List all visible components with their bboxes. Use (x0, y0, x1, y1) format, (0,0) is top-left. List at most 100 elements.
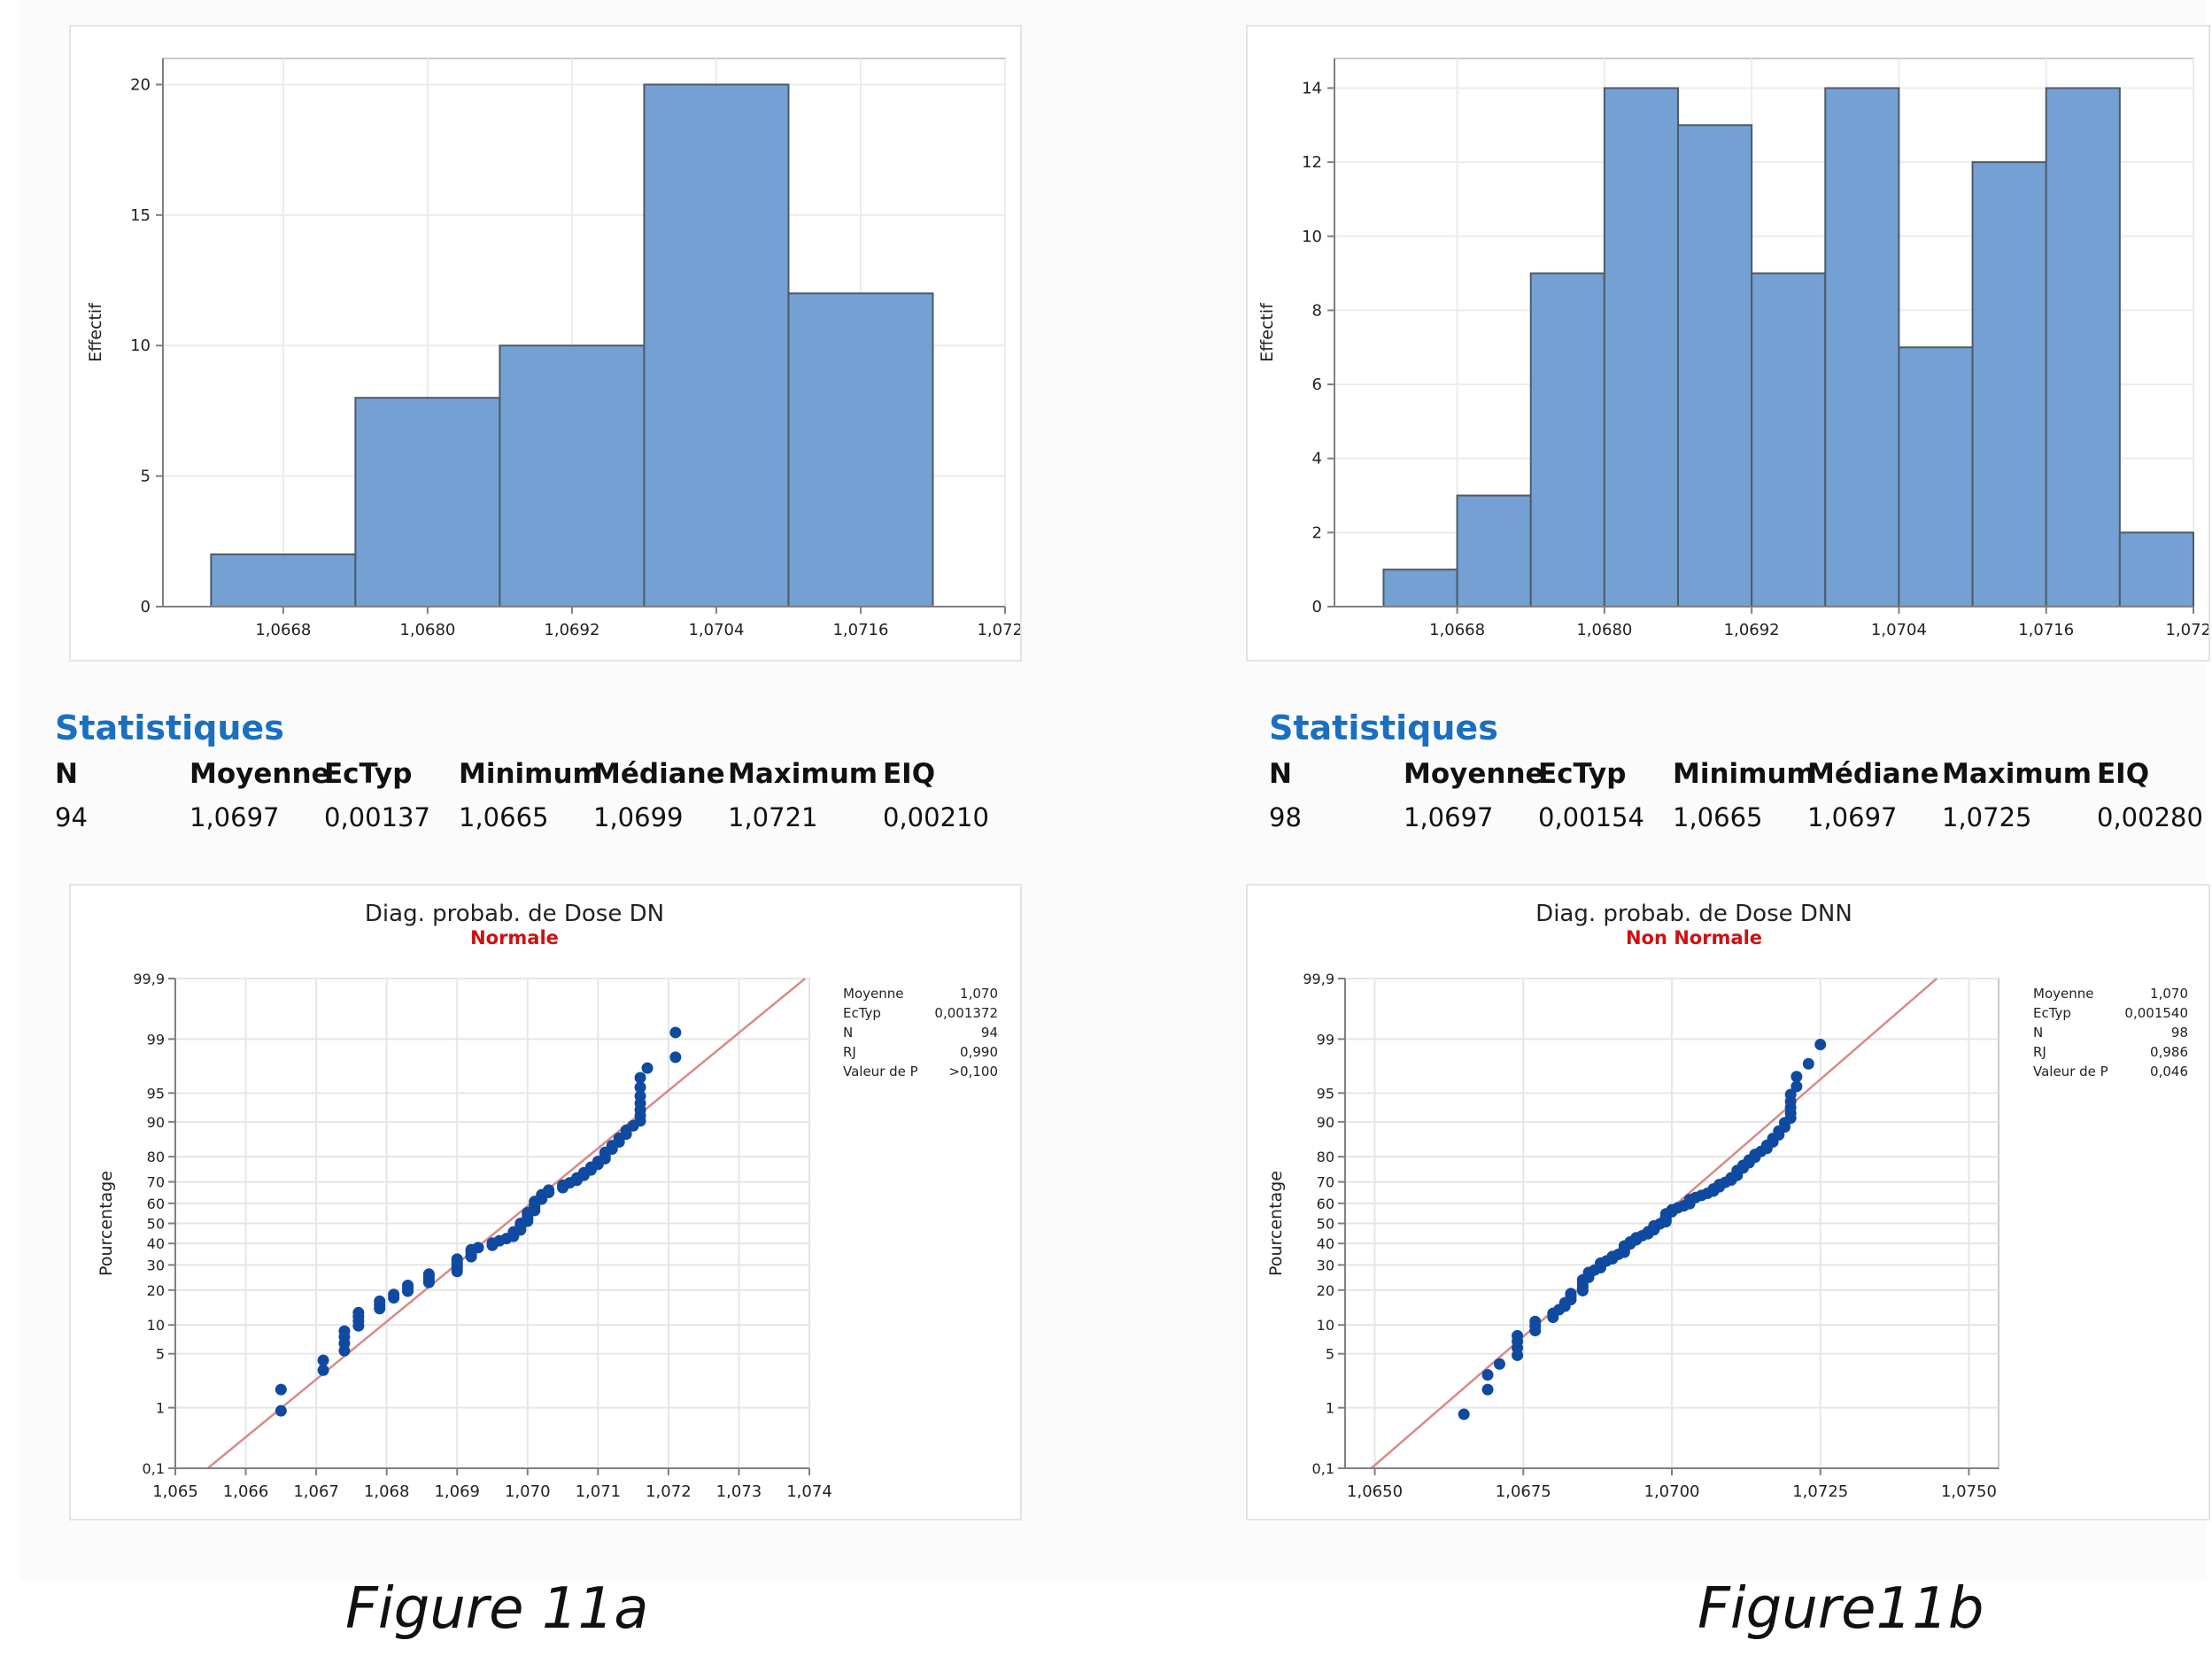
y-tick-label: 2 (1312, 523, 1322, 542)
histogram-bar (499, 344, 646, 607)
y-tick-label: 12 (1302, 153, 1322, 172)
histogram-bar (1382, 569, 1458, 607)
stats-header-row-a: N Moyenne EcTyp Minimum Médiane Maximum … (55, 758, 963, 790)
y-tick-label: 0 (1312, 598, 1322, 616)
histogram-bar (210, 553, 357, 607)
stats-header-maximum: Maximum (1942, 758, 2092, 790)
x-tick-label: 1,0716 (832, 621, 888, 639)
y-tick-label: 99,9 (133, 971, 165, 987)
legend-label: N (2033, 1025, 2043, 1041)
x-tick-label: 1,0728 (978, 621, 1020, 639)
y-tick-label: 20 (1317, 1282, 1334, 1299)
x-tick-label: 1,074 (786, 1482, 832, 1501)
plot-title: Diag. probab. de Dose DNN (1535, 901, 1852, 927)
y-tick-label: 20 (147, 1282, 165, 1299)
histogram-frame-b: 1,0668 1,0680 1,0692 1,0704 1,0716 1,0728 0 2 4 6… (1246, 25, 2210, 662)
histogram-bar (354, 397, 501, 608)
legend-label: RJ (843, 1044, 856, 1060)
legend-label: EcTyp (843, 1005, 881, 1021)
histogram-bar (1603, 87, 1680, 607)
y-tick-label: 5 (141, 468, 151, 486)
y-tick-label: 0,1 (1312, 1460, 1334, 1477)
x-tick-label: 1,072 (646, 1482, 692, 1501)
x-tick-label: 1,0675 (1496, 1482, 1551, 1501)
caption-b: Figure11b (1698, 1576, 1984, 1642)
legend-value: 1,070 (960, 986, 998, 1002)
x-tick-label: 1,068 (364, 1482, 410, 1501)
y-tick-label: 1 (1326, 1400, 1334, 1417)
data-point (641, 1062, 654, 1074)
y-tick-label: 14 (1302, 79, 1322, 97)
probplot-frame-b: Diag. probab. de Dose DNN Non Normale 1,06… (1246, 884, 2210, 1521)
data-point (338, 1325, 351, 1337)
y-tick-label: 80 (1317, 1149, 1334, 1165)
x-tick-label: 1,065 (152, 1482, 198, 1501)
x-tick-label: 1,0692 (1724, 621, 1780, 639)
plot-title: Diag. probab. de Dose DN (365, 901, 664, 927)
histogram-frame-a: 1,0668 1,0680 1,0692 1,0704 1,0716 1,0728 0 5 10… (69, 25, 1022, 662)
data-point (402, 1280, 414, 1292)
y-tick-label: 20 (130, 75, 151, 94)
stats-header-moyenne: Moyenne (1404, 758, 1544, 790)
x-tick-label: 1,066 (223, 1482, 269, 1501)
legend-value: 0,001372 (934, 1005, 998, 1021)
plot-subtitle: Non Normale (1626, 927, 1762, 948)
data-point (422, 1268, 435, 1281)
y-tick-label: 15 (130, 206, 151, 225)
data-point (1784, 1088, 1797, 1101)
legend-value: 0,986 (2150, 1044, 2188, 1060)
stats-value-eiq: 0,00280 (2097, 802, 2203, 832)
y-tick-label: 99 (147, 1031, 165, 1048)
stats-header-mediane: Médiane (1807, 758, 1939, 790)
data-point (451, 1253, 463, 1265)
data-point (317, 1354, 329, 1366)
y-axis-label: Effectif (1257, 302, 1277, 362)
stats-value-eiq: 0,00210 (883, 802, 989, 832)
y-tick-label: 50 (1317, 1216, 1334, 1233)
stats-header-eiq: EIQ (883, 758, 936, 790)
y-tick-label: 4 (1312, 450, 1322, 468)
stats-value-ectyp: 0,00137 (324, 802, 430, 832)
data-point (1790, 1080, 1803, 1093)
x-tick-label: 1,0692 (544, 621, 599, 639)
x-tick-label: 1,0680 (399, 621, 455, 639)
stats-header-minimum: Minimum (459, 758, 601, 790)
data-point (1814, 1039, 1827, 1051)
legend-value: 0,046 (2150, 1064, 2188, 1079)
legend-label: Moyenne (2033, 986, 2093, 1002)
y-tick-label: 70 (1317, 1174, 1334, 1191)
stats-value-minimum: 1,0665 (459, 802, 549, 832)
legend-label: Valeur de P (843, 1064, 918, 1079)
plot-subtitle: Normale (470, 927, 559, 948)
y-tick-label: 30 (147, 1257, 165, 1273)
histogram-bar (2118, 531, 2194, 608)
y-tick-label: 5 (1326, 1346, 1334, 1363)
histogram-bar (1751, 272, 1827, 607)
y-tick-label: 70 (147, 1174, 165, 1191)
legend-label: EcTyp (2033, 1005, 2071, 1021)
y-tick-label: 0 (141, 598, 151, 616)
legend-value: 94 (981, 1025, 998, 1041)
y-tick-label: 30 (1317, 1257, 1334, 1273)
legend-value: 0,990 (960, 1044, 998, 1060)
data-point (1481, 1383, 1494, 1396)
stats-value-mediane: 1,0697 (1807, 802, 1898, 832)
stats-header-eiq: EIQ (2097, 758, 2150, 790)
stats-value-row-b: 98 1,0697 0,00154 1,0665 1,0697 1,0725 0… (1269, 802, 2203, 832)
legend-label: N (843, 1025, 853, 1041)
legend-value: 98 (2171, 1025, 2188, 1041)
x-tick-label: 1,069 (434, 1482, 480, 1501)
y-tick-label: 10 (1317, 1317, 1334, 1334)
stats-header-mediane: Médiane (593, 758, 725, 790)
y-tick-label: 40 (1317, 1235, 1334, 1252)
y-tick-label: 95 (1317, 1085, 1334, 1102)
stats-value-n: 98 (1269, 802, 1302, 832)
histogram-bar (787, 292, 934, 607)
y-tick-label: 10 (1302, 228, 1322, 246)
data-point (352, 1306, 365, 1319)
stats-value-minimum: 1,0665 (1673, 802, 1763, 832)
legend-value: 1,070 (2150, 986, 2188, 1002)
data-point (1481, 1368, 1494, 1381)
data-point (388, 1288, 400, 1301)
